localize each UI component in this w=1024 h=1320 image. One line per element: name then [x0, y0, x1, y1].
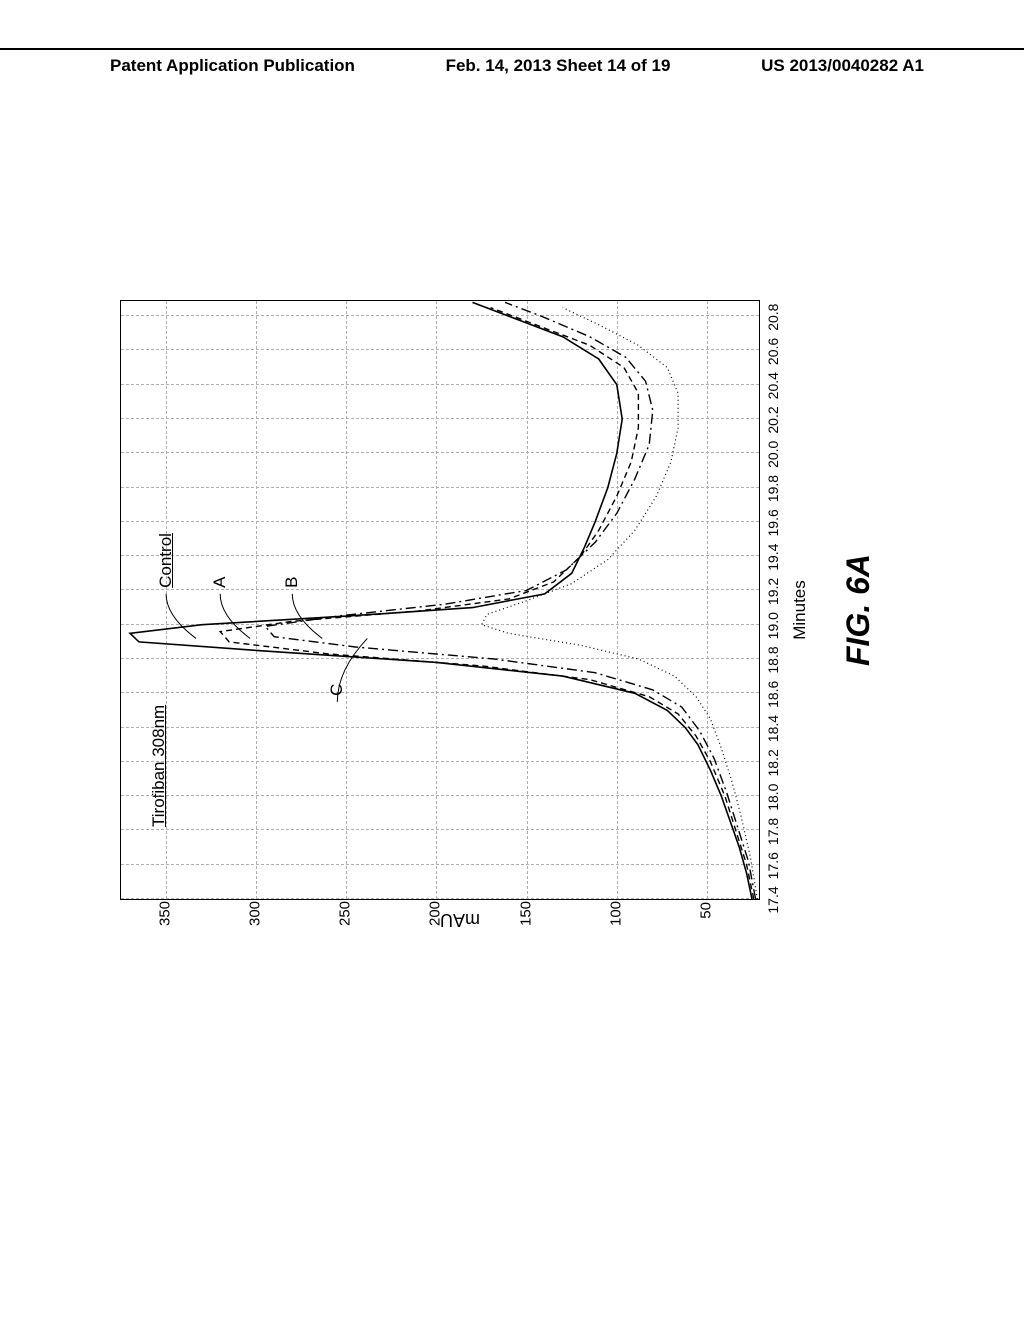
x-tick-label: 18.8: [765, 646, 781, 673]
header-right: US 2013/0040282 A1: [761, 56, 924, 76]
y-tick-label: 50: [697, 902, 714, 926]
legend-label-c: C: [327, 684, 347, 696]
y-tick-label: 250: [337, 902, 354, 926]
header-left: Patent Application Publication: [110, 56, 355, 76]
legend-leader-a: [220, 594, 250, 639]
x-axis-label: Minutes: [790, 580, 810, 640]
x-tick-label: 20.8: [765, 304, 781, 331]
series-a: [220, 308, 754, 899]
chart-curves: [121, 299, 761, 899]
y-tick-label: 300: [247, 902, 264, 926]
x-tick-label: 19.8: [765, 475, 781, 502]
x-tick-label: 20.6: [765, 338, 781, 365]
y-tick-label: 100: [607, 902, 624, 926]
x-tick-label: 18.0: [765, 784, 781, 811]
legend-label-b: B: [282, 577, 302, 588]
x-tick-label: 20.0: [765, 441, 781, 468]
x-tick-label: 19.4: [765, 544, 781, 571]
x-tick-label: 17.4: [765, 886, 781, 913]
y-tick-label: 200: [427, 902, 444, 926]
legend-leader-b: [292, 594, 322, 639]
legend-label-control: Control: [156, 533, 176, 588]
x-tick-label: 17.6: [765, 852, 781, 879]
x-tick-label: 18.4: [765, 715, 781, 742]
x-tick-label: 18.6: [765, 681, 781, 708]
legend-leader-control: [166, 594, 196, 639]
figure-panel: mAU 50 100 150 200 250 300 350 17.4 17.6 17.8 18.…: [100, 260, 920, 960]
chart-plot-area: Tirofiban 308nm ControlABC: [120, 300, 760, 900]
y-tick-label: 150: [517, 902, 534, 926]
series-c: [482, 308, 758, 899]
x-tick-label: 19.0: [765, 612, 781, 639]
legend-label-a: A: [210, 577, 230, 588]
page-header: Patent Application Publication Feb. 14, …: [0, 48, 1024, 76]
x-tick-label: 19.6: [765, 509, 781, 536]
figure-caption: FIG. 6A: [840, 554, 877, 666]
x-tick-label: 20.4: [765, 372, 781, 399]
y-axis-label: mAU: [440, 909, 480, 930]
x-tick-label: 17.8: [765, 818, 781, 845]
x-tick-label: 18.2: [765, 749, 781, 776]
series-control: [130, 302, 752, 899]
header-center: Feb. 14, 2013 Sheet 14 of 19: [446, 56, 671, 76]
x-tick-label: 20.2: [765, 406, 781, 433]
x-tick-label: 19.2: [765, 578, 781, 605]
y-tick-label: 350: [157, 902, 174, 926]
